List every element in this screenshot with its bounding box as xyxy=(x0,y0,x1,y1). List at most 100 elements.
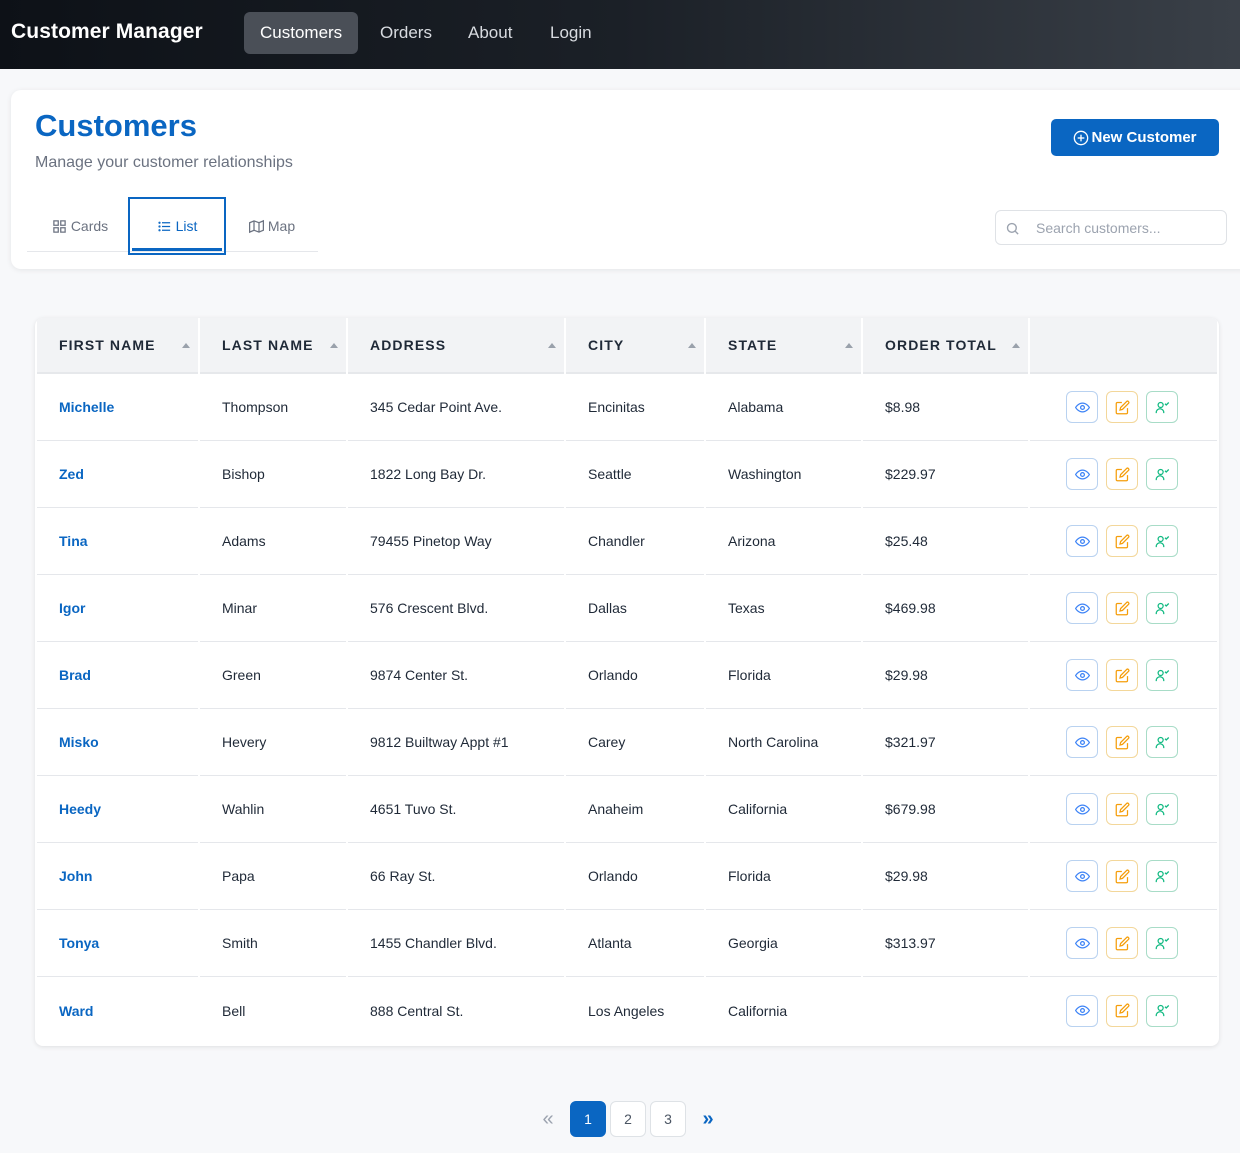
column-header-state[interactable]: STATE xyxy=(706,318,861,374)
edit-icon xyxy=(1115,802,1129,816)
cell-last-name: Bell xyxy=(222,1002,246,1019)
plus-circle-icon xyxy=(1074,130,1089,145)
user-check-icon xyxy=(1155,803,1169,815)
edit-icon xyxy=(1115,1003,1129,1018)
edit-button[interactable] xyxy=(1106,927,1138,959)
row-actions xyxy=(1052,726,1217,758)
nav-orders[interactable]: Orders xyxy=(380,23,432,42)
edit-button[interactable] xyxy=(1106,726,1138,758)
page-3-button[interactable]: 3 xyxy=(650,1101,686,1137)
cell-first-name[interactable]: Tonya xyxy=(37,910,198,977)
tab-list[interactable]: List xyxy=(128,197,226,255)
cell-actions xyxy=(1030,977,1217,1044)
edit-button[interactable] xyxy=(1106,860,1138,892)
tab-map-label: Map xyxy=(267,218,296,234)
column-header-address[interactable]: ADDRESS xyxy=(348,318,564,374)
cell-first-name[interactable]: Zed xyxy=(37,441,198,508)
column-label: FIRST NAME xyxy=(59,337,156,353)
edit-icon xyxy=(1115,601,1129,615)
eye-icon xyxy=(1074,535,1090,547)
cell-city: Encinitas xyxy=(566,374,704,441)
sort-asc-icon[interactable] xyxy=(548,343,556,348)
cell-first-name[interactable]: Misko xyxy=(37,709,198,776)
tab-map[interactable]: Map xyxy=(226,197,318,255)
assign-button[interactable] xyxy=(1146,525,1178,557)
edit-button[interactable] xyxy=(1106,592,1138,624)
cell-address: 9812 Builtway Appt #1 xyxy=(348,709,564,776)
eye-icon xyxy=(1074,1005,1090,1016)
search-input[interactable] xyxy=(1036,211,1221,244)
assign-button[interactable] xyxy=(1146,458,1178,490)
cell-first-name[interactable]: Heedy xyxy=(37,776,198,843)
prev-page-button[interactable]: « xyxy=(542,1107,554,1130)
row-actions xyxy=(1052,592,1217,624)
edit-button[interactable] xyxy=(1106,391,1138,423)
cell-order-total: $229.97 xyxy=(863,441,1028,508)
row-actions xyxy=(1052,391,1217,423)
cell-order-total: $29.98 xyxy=(863,843,1028,910)
edit-icon xyxy=(1115,936,1129,950)
brand-title[interactable]: Customer Manager xyxy=(11,20,203,43)
sort-asc-icon[interactable] xyxy=(688,343,696,348)
view-button[interactable] xyxy=(1066,726,1098,758)
tab-cards[interactable]: Cards xyxy=(31,197,129,255)
cell-first-name[interactable]: Michelle xyxy=(37,374,198,441)
edit-button[interactable] xyxy=(1106,458,1138,490)
cell-first-name[interactable]: Tina xyxy=(37,508,198,575)
map-icon xyxy=(248,219,264,233)
tab-cards-label: Cards xyxy=(70,218,109,234)
view-button[interactable] xyxy=(1066,793,1098,825)
eye-icon xyxy=(1074,937,1090,949)
table-row: Misko Hevery 9812 Builtway Appt #1 Carey… xyxy=(37,709,1217,776)
column-label: ADDRESS xyxy=(370,337,447,353)
search-box[interactable] xyxy=(995,210,1227,245)
page-2-button[interactable]: 2 xyxy=(610,1101,646,1137)
cell-state: Alabama xyxy=(706,374,861,441)
edit-button[interactable] xyxy=(1106,994,1138,1027)
sort-asc-icon[interactable] xyxy=(182,343,190,348)
nav-customers[interactable]: Customers xyxy=(244,12,359,54)
assign-button[interactable] xyxy=(1146,659,1178,691)
cell-first-name[interactable]: Ward xyxy=(59,1002,94,1019)
user-check-icon xyxy=(1155,669,1169,681)
eye-icon xyxy=(1074,468,1090,480)
edit-button[interactable] xyxy=(1106,525,1138,557)
cell-first-name[interactable]: Brad xyxy=(37,642,198,709)
view-button[interactable] xyxy=(1066,525,1098,557)
view-button[interactable] xyxy=(1066,659,1098,691)
cell-state: Washington xyxy=(706,441,861,508)
eye-icon xyxy=(1074,401,1090,413)
cell-first-name[interactable]: Igor xyxy=(37,575,198,642)
nav-login[interactable]: Login xyxy=(550,23,592,42)
view-button[interactable] xyxy=(1066,592,1098,624)
edit-button[interactable] xyxy=(1106,659,1138,691)
column-header-last-name[interactable]: LAST NAME xyxy=(200,318,346,374)
view-button[interactable] xyxy=(1066,994,1098,1027)
assign-button[interactable] xyxy=(1146,860,1178,892)
assign-button[interactable] xyxy=(1146,592,1178,624)
sort-asc-icon[interactable] xyxy=(330,343,338,348)
new-customer-label: New Customer xyxy=(1091,129,1197,146)
assign-button[interactable] xyxy=(1146,391,1178,423)
edit-button[interactable] xyxy=(1106,793,1138,825)
column-header-city[interactable]: CITY xyxy=(566,318,704,374)
next-page-button[interactable]: » xyxy=(702,1107,714,1130)
assign-button[interactable] xyxy=(1146,994,1178,1027)
page-1-button[interactable]: 1 xyxy=(570,1101,606,1137)
view-button[interactable] xyxy=(1066,927,1098,959)
view-button[interactable] xyxy=(1066,458,1098,490)
assign-button[interactable] xyxy=(1146,726,1178,758)
user-check-icon xyxy=(1155,602,1169,614)
view-button[interactable] xyxy=(1066,860,1098,892)
assign-button[interactable] xyxy=(1146,927,1178,959)
column-header-first-name[interactable]: FIRST NAME xyxy=(37,318,198,374)
cell-address: 1822 Long Bay Dr. xyxy=(348,441,564,508)
nav-about[interactable]: About xyxy=(468,23,513,42)
column-header-order-total[interactable]: ORDER TOTAL xyxy=(863,318,1028,374)
cell-first-name[interactable]: John xyxy=(37,843,198,910)
assign-button[interactable] xyxy=(1146,793,1178,825)
view-button[interactable] xyxy=(1066,391,1098,423)
sort-asc-icon[interactable] xyxy=(845,343,853,348)
sort-asc-icon[interactable] xyxy=(1012,343,1020,348)
new-customer-button[interactable]: New Customer xyxy=(1051,119,1219,156)
